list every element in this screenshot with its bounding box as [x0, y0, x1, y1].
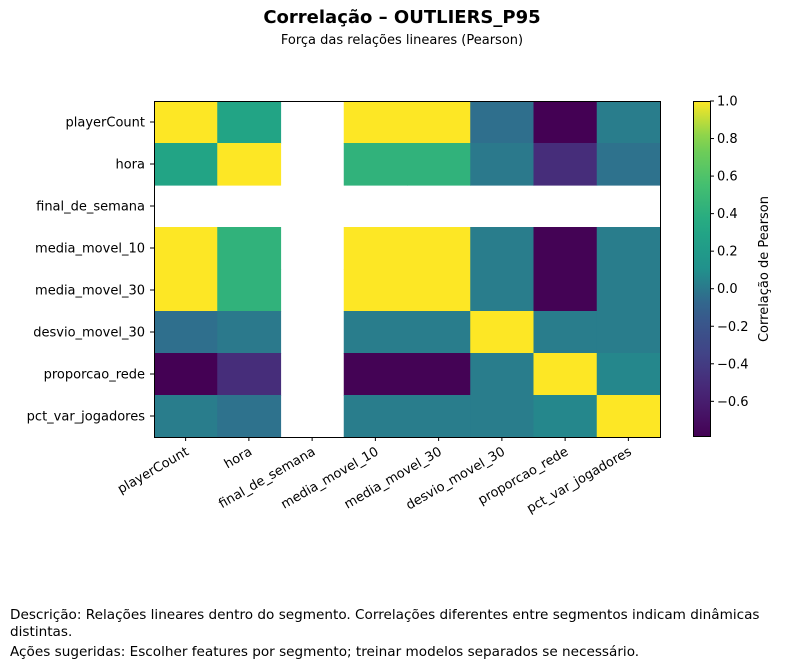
heatmap-cell: [154, 269, 218, 312]
heatmap-cell: [343, 395, 408, 438]
y-tick-label: media_movel_30: [35, 284, 145, 299]
heatmap-cell: [217, 395, 282, 438]
heatmap-cell: [343, 269, 408, 312]
heatmap-cell: [407, 311, 471, 354]
footer-notes: Descrição: Relações lineares dentro do s…: [10, 607, 782, 664]
x-tick-label: hora: [222, 444, 255, 472]
heatmap-cell: [154, 395, 218, 438]
heatmap-cell: [407, 395, 471, 438]
colorbar-tick-label: 0.4: [717, 207, 738, 222]
heatmap-cell: [217, 269, 282, 312]
heatmap-cell: [470, 311, 535, 354]
heatmap-cell: [533, 101, 598, 144]
heatmap-cell: [407, 227, 471, 270]
y-tick-label: proporcao_rede: [44, 368, 145, 383]
colorbar-tick-label: −0.6: [717, 395, 749, 410]
plot-frame: [154, 101, 661, 438]
colorbar-tick-label: 1.0: [717, 95, 738, 110]
heatmap-cell: [407, 269, 471, 312]
heatmap-cell: [533, 395, 598, 438]
heatmap-cell: [470, 227, 535, 270]
heatmap-cell: [533, 311, 598, 354]
heatmap-cell: [596, 269, 661, 312]
colorbar-tick-label: 0.8: [717, 132, 738, 147]
colorbar-gradient: [693, 101, 710, 437]
y-tick-label: pct_var_jogadores: [27, 410, 146, 425]
heatmap-cell: [533, 143, 598, 186]
heatmap-cell: [533, 227, 598, 270]
heatmap-cell: [407, 143, 471, 186]
colorbar-tick-label: −0.2: [717, 320, 749, 335]
y-axis: playerCount hora final_de_semana media_move…: [27, 116, 154, 425]
heatmap-cell: [217, 227, 282, 270]
heatmap-cell: [154, 227, 218, 270]
heatmap-cell: [533, 269, 598, 312]
x-tick-label: pct_var_jogadores: [524, 444, 634, 516]
heatmap-cell: [154, 353, 218, 396]
heatmap-cell: [343, 227, 408, 270]
colorbar: 1.0 0.8 0.6 0.4 0.2 0.0 −0.2 −0.4 −0.6 Correlação…: [693, 95, 772, 437]
y-tick-label: media_movel_10: [35, 242, 145, 257]
y-tick-label: hora: [115, 158, 145, 173]
heatmap-cell: [470, 395, 535, 438]
heatmap-cell: [596, 143, 661, 186]
footer-actions: Ações sugeridas: Escolher features por s…: [10, 644, 640, 660]
chart-title: Correlação – OUTLIERS_P95: [263, 7, 541, 28]
heatmap-cell: [217, 101, 282, 144]
heatmap-cell: [596, 353, 661, 396]
heatmap-cell: [596, 395, 661, 438]
x-tick-label: playerCount: [115, 444, 191, 497]
heatmap-cell: [407, 101, 471, 144]
colorbar-tick-label: 0.2: [717, 245, 738, 260]
heatmap-cell: [596, 101, 661, 144]
heatmap-cell: [154, 143, 218, 186]
colorbar-tick-label: 0.6: [717, 170, 738, 185]
heatmap-cell: [470, 353, 535, 396]
heatmap-cell: [217, 143, 282, 186]
heatmap-cell: [343, 353, 408, 396]
heatmap-cell: [343, 143, 408, 186]
colorbar-frame: [693, 101, 711, 437]
heatmap-cell: [596, 311, 661, 354]
x-axis: playerCount horafinal_de_semanamedia_move…: [115, 437, 635, 517]
heatmap-cell: [154, 101, 218, 144]
colorbar-tick-label: −0.4: [717, 357, 749, 372]
heatmap-cell: [470, 101, 535, 144]
heatmap-cell: [154, 311, 218, 354]
chart-subtitle: Força das relações lineares (Pearson): [280, 33, 524, 48]
heatmap-cell: [217, 353, 282, 396]
heatmap-cell: [533, 353, 598, 396]
heatmap-chart: playerCount hora final_de_semana media_move…: [27, 95, 772, 517]
heatmap-cells: [154, 101, 661, 438]
heatmap-cell: [343, 311, 408, 354]
heatmap-cell: [470, 269, 535, 312]
heatmap-cell: [596, 227, 661, 270]
colorbar-tick-label: 0.0: [717, 282, 738, 297]
footer-description: Descrição: Relações lineares dentro do s…: [10, 607, 760, 640]
y-tick-label: playerCount: [66, 116, 145, 131]
heatmap-cell: [217, 311, 282, 354]
colorbar-label: Correlação de Pearson: [757, 196, 772, 342]
heatmap-cell: [407, 353, 471, 396]
heatmap-cell: [470, 143, 535, 186]
heatmap-cell: [343, 101, 408, 144]
y-tick-label: desvio_movel_30: [33, 326, 145, 341]
y-tick-label: final_de_semana: [36, 200, 145, 215]
